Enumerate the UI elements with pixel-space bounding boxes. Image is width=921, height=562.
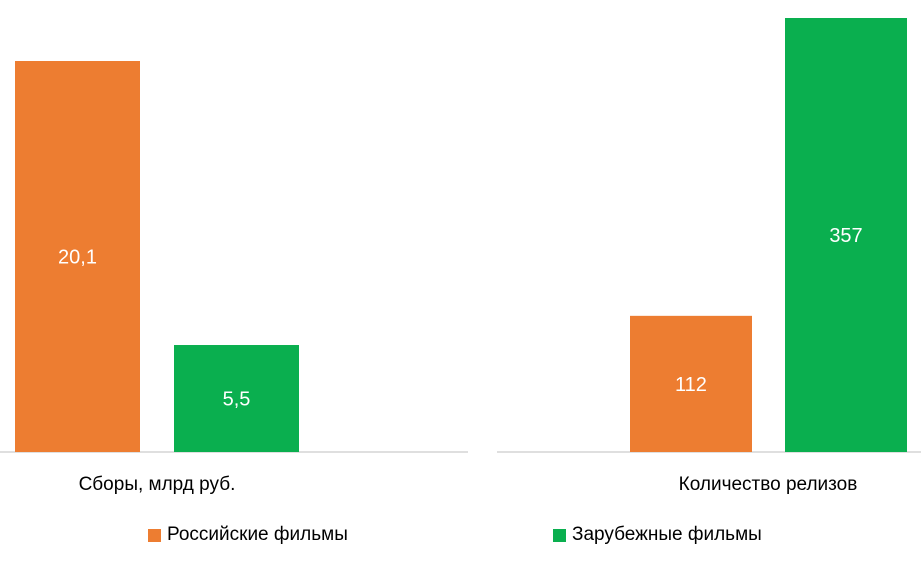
category-label: Количество релизов	[679, 474, 858, 495]
legend-swatch-foreign	[553, 528, 566, 542]
data-label: 357	[829, 225, 862, 247]
bar-foreign-releases	[785, 18, 907, 452]
bar-russian-box-office	[15, 61, 140, 452]
legend-item-foreign: Зарубежные фильмы	[553, 524, 762, 546]
legend-label-russian: Российские фильмы	[167, 524, 348, 545]
category-label: Сборы, млрд руб.	[79, 474, 236, 495]
legend-label-foreign: Зарубежные фильмы	[572, 524, 762, 545]
data-label: 20,1	[58, 247, 97, 269]
legend-item-russian: Российские фильмы	[148, 524, 348, 546]
legend-swatch-russian	[148, 528, 161, 542]
bar-russian-releases	[630, 315, 752, 452]
data-label: 112	[675, 374, 707, 396]
bar-foreign-box-office	[174, 345, 299, 452]
data-label: 5,5	[223, 389, 251, 411]
